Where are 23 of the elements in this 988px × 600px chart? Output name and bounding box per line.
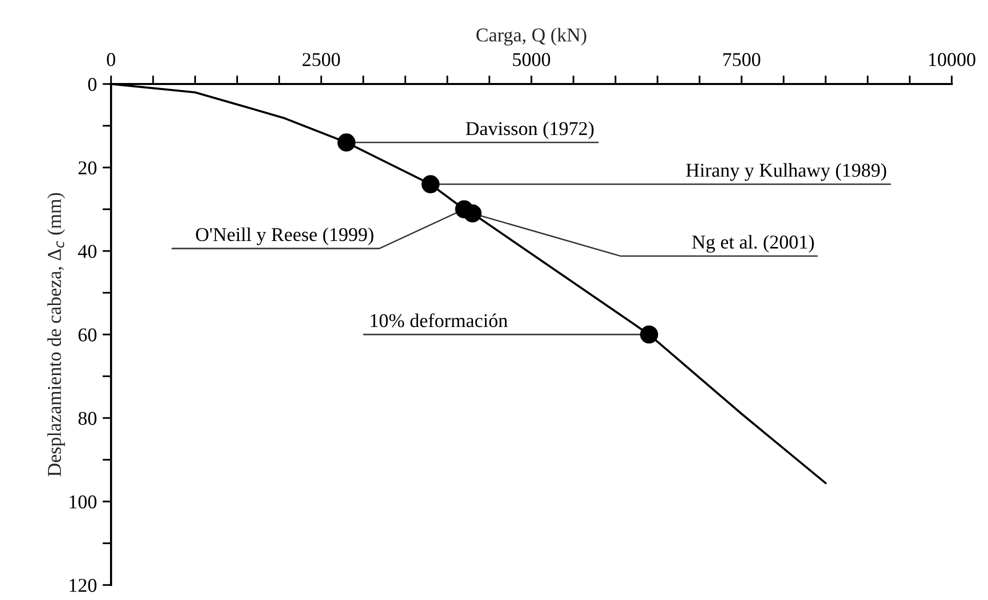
annotation: 10% deformación [370,313,508,328]
x-tick-label: 0 [106,53,116,66]
y-tick-label: 100 [70,495,96,508]
point [640,325,658,344]
annotation: Ng et al. (2001) [692,234,814,253]
annotation: O'Neill y Reese (1999) [196,227,374,246]
point [337,133,356,152]
point [464,204,482,222]
x-axis-title: Carga, Q (kN) [476,28,586,46]
x-tick-label: 10000 [929,53,976,66]
annotation: Hirany y Kulhawy (1989) [686,163,886,181]
annotation: Davisson (1972) [466,121,594,140]
y-tick-label: 0 [88,78,96,91]
y-tick-label: 120 [70,578,96,592]
y-axis-title: Desplazamiento de cabeza, Δ$_{c}$ (mm) [47,193,65,476]
point [421,175,440,194]
y-tick-label: 60 [78,328,96,342]
x-tick-label: 2500 [302,53,340,66]
y-tick-label: 40 [78,244,96,258]
x-tick-label: 7500 [723,53,760,66]
x-tick-label: 5000 [513,53,550,66]
y-tick-label: 20 [78,161,96,174]
y-tick-label: 80 [78,412,96,425]
